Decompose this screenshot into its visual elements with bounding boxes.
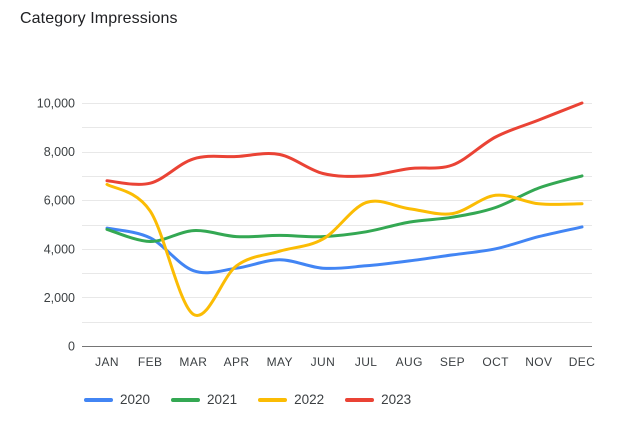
legend-item-2020[interactable]: 2020: [84, 392, 150, 408]
y-axis-tick-label: 0: [68, 340, 75, 354]
legend-swatch-2020: [84, 398, 113, 402]
legend-label-2023: 2023: [381, 392, 412, 407]
x-axis-tick-label: DEC: [569, 355, 596, 369]
x-axis-tick-label: JAN: [95, 355, 119, 369]
y-axis-tick-label: 2,000: [44, 291, 75, 305]
legend-label-2020: 2020: [120, 392, 151, 407]
series-line-2021: [105, 174, 584, 244]
legend-item-2022[interactable]: 2022: [258, 392, 324, 408]
x-axis-tick-label: NOV: [525, 355, 552, 369]
series-line-2020: [105, 225, 584, 275]
y-axis-tick-label: 10,000: [37, 97, 75, 111]
x-axis-tick-label: OCT: [482, 355, 509, 369]
x-axis-tick-label: FEB: [138, 355, 163, 369]
chart-legend: 2020 2021 2022 2023: [84, 392, 432, 408]
x-axis-tick-label: SEP: [440, 355, 465, 369]
legend-item-2023[interactable]: 2023: [345, 392, 411, 408]
x-axis-tick-label: APR: [224, 355, 250, 369]
y-axis-tick-label: 8,000: [44, 145, 75, 159]
x-axis-tick-label: JUN: [311, 355, 336, 369]
x-axis-tick-label: MAR: [179, 355, 207, 369]
legend-label-2022: 2022: [294, 392, 325, 407]
series-line-2023: [105, 101, 584, 186]
x-axis-tick-label: JUL: [355, 355, 378, 369]
chart-title: Category Impressions: [20, 10, 178, 27]
legend-swatch-2023: [345, 398, 375, 402]
y-axis-tick-label: 6,000: [44, 194, 75, 208]
series-line-2022: [105, 182, 584, 317]
legend-swatch-2022: [258, 398, 288, 402]
legend-label-2021: 2021: [207, 392, 238, 407]
legend-item-2021[interactable]: 2021: [171, 392, 237, 408]
y-axis-tick-label: 4,000: [44, 242, 75, 256]
x-axis-tick-label: AUG: [396, 355, 423, 369]
x-axis-tick-label: MAY: [267, 355, 293, 369]
legend-swatch-2021: [171, 398, 201, 402]
